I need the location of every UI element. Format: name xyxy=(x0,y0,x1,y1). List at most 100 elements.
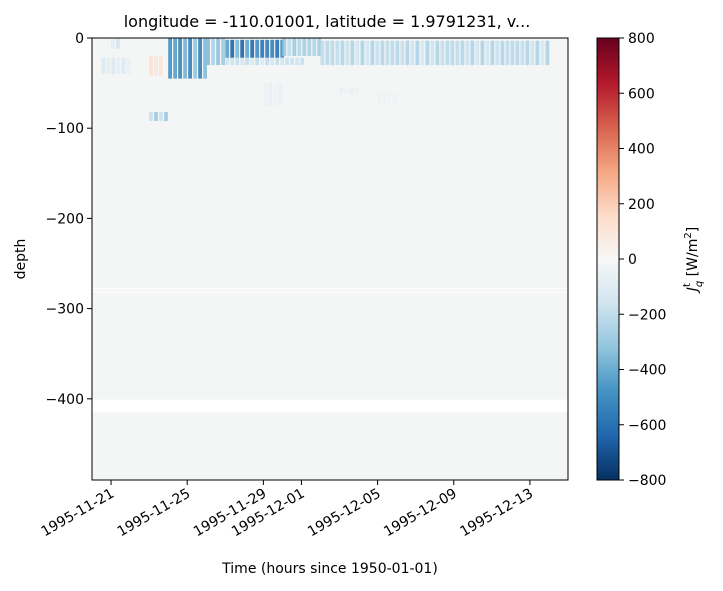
heatmap-cell xyxy=(420,40,425,66)
heatmap-cell xyxy=(178,38,182,79)
heatmap-cell xyxy=(225,39,230,58)
heatmap-cell xyxy=(387,92,392,106)
heatmap-cell xyxy=(255,39,260,58)
heatmap-cell xyxy=(297,38,302,56)
heatmap-cell xyxy=(300,57,305,65)
heatmap-cell xyxy=(470,40,475,66)
heatmap-cell xyxy=(149,56,153,76)
heatmap-cell xyxy=(273,83,278,106)
heatmap-cell xyxy=(221,38,225,66)
heatmap-cell xyxy=(435,40,440,66)
heatmap-cell xyxy=(230,39,235,58)
heatmap-cell xyxy=(360,40,365,66)
heatmap-cell xyxy=(350,40,355,66)
data-gap-band-2 xyxy=(92,399,568,413)
heatmap-cell xyxy=(245,57,250,65)
heatmap-cell xyxy=(485,40,490,66)
heatmap-cell xyxy=(116,38,120,49)
heatmap-cell xyxy=(168,38,172,79)
heatmap-cell xyxy=(390,40,395,66)
heatmap-event-5 xyxy=(206,38,225,66)
heatmap-cell xyxy=(282,38,287,56)
colorbar-label: Jtq [W/m2] xyxy=(682,227,705,294)
heatmap-event-7 xyxy=(225,57,305,65)
heatmap-cell xyxy=(365,40,370,66)
heatmap-cell xyxy=(240,39,245,58)
heatmap-cell xyxy=(216,38,220,66)
heatmap-cell xyxy=(395,40,400,66)
y-tick-label: −300 xyxy=(46,302,84,318)
heatmap-cell xyxy=(455,40,460,66)
heatmap-cell xyxy=(425,40,430,66)
colorbar-axis: 800 600 400 200 0 −200 −400 −600 −800 xyxy=(619,31,666,489)
x-tick-label: 1995-12-05 xyxy=(305,486,383,541)
heatmap-cell xyxy=(535,40,540,66)
heatmap-cell xyxy=(235,39,240,58)
heatmap-cell xyxy=(193,38,197,79)
heatmap-cell xyxy=(285,57,290,65)
heatmap-cell xyxy=(510,40,515,66)
heatmap-cell xyxy=(126,57,131,74)
heatmap-cell xyxy=(149,112,153,121)
heatmap-cell xyxy=(380,40,385,66)
heatmap-cell xyxy=(302,38,307,56)
y-tick-label: 0 xyxy=(75,31,84,47)
colorbar-tick-label: −200 xyxy=(628,307,666,323)
heatmap-cell xyxy=(480,40,485,66)
heatmap-cell xyxy=(545,40,550,66)
chart-title: longitude = -110.01001, latitude = 1.979… xyxy=(124,12,531,31)
heatmap-cell xyxy=(520,40,525,66)
heatmap-event-8 xyxy=(282,38,322,56)
heatmap-cell xyxy=(355,40,360,66)
heatmap-cell xyxy=(240,57,245,65)
heatmap-cell xyxy=(339,87,344,94)
heatmap-cell xyxy=(450,40,455,66)
heatmap-cell xyxy=(230,57,235,65)
heatmap-cell xyxy=(111,57,116,74)
heatmap-cell xyxy=(400,40,405,66)
heatmap-cell xyxy=(235,57,240,65)
heatmap-cell xyxy=(440,40,445,66)
heatmap-cell xyxy=(345,40,350,66)
heatmap-cell xyxy=(260,57,265,65)
y-tick-label: −100 xyxy=(46,121,84,137)
heatmap-cell xyxy=(495,40,500,66)
y-axis: 0 −100 −200 −300 −400 xyxy=(46,31,92,408)
heatmap-cell xyxy=(475,40,480,66)
heatmap-cell xyxy=(159,112,163,121)
colorbar-tick-label: −600 xyxy=(628,418,666,434)
heatmap-cell xyxy=(317,38,322,56)
heatmap-cell xyxy=(525,40,530,66)
colorbar-tick-label: 800 xyxy=(628,31,655,47)
heatmap-cell xyxy=(173,38,177,79)
heatmap-cell xyxy=(312,38,317,56)
heatmap-event-10 xyxy=(320,40,550,66)
heatmap-event-6 xyxy=(225,39,285,58)
x-axis: 1995-11-211995-11-251995-11-291995-12-01… xyxy=(39,480,536,540)
heatmap-cell xyxy=(265,39,270,58)
heatmap-cell xyxy=(354,87,359,94)
heatmap-cell xyxy=(370,40,375,66)
heatmap-cell xyxy=(211,38,215,66)
heatmap-cell xyxy=(505,40,510,66)
heatmap-cell xyxy=(159,56,163,76)
heatmap-event-11 xyxy=(339,87,359,94)
heatmap-cell xyxy=(101,57,106,74)
y-tick-label: −400 xyxy=(46,392,84,408)
colorbar-tick-label: 0 xyxy=(628,252,637,268)
heatmap-event-12 xyxy=(377,92,397,106)
heatmap-cell xyxy=(290,57,295,65)
y-tick-label: −200 xyxy=(46,211,84,227)
plot-frame xyxy=(91,37,569,481)
heatmap-cell xyxy=(280,39,285,58)
heatmap-cell xyxy=(410,40,415,66)
x-tick-label: 1995-11-21 xyxy=(39,486,117,541)
x-tick-label: 1995-11-25 xyxy=(115,486,193,541)
heatmap-field xyxy=(92,38,568,480)
y-axis-label: depth xyxy=(13,239,29,280)
heatmap-cell xyxy=(540,40,545,66)
heatmap-cell xyxy=(245,39,250,58)
heatmap-cell xyxy=(203,38,207,79)
